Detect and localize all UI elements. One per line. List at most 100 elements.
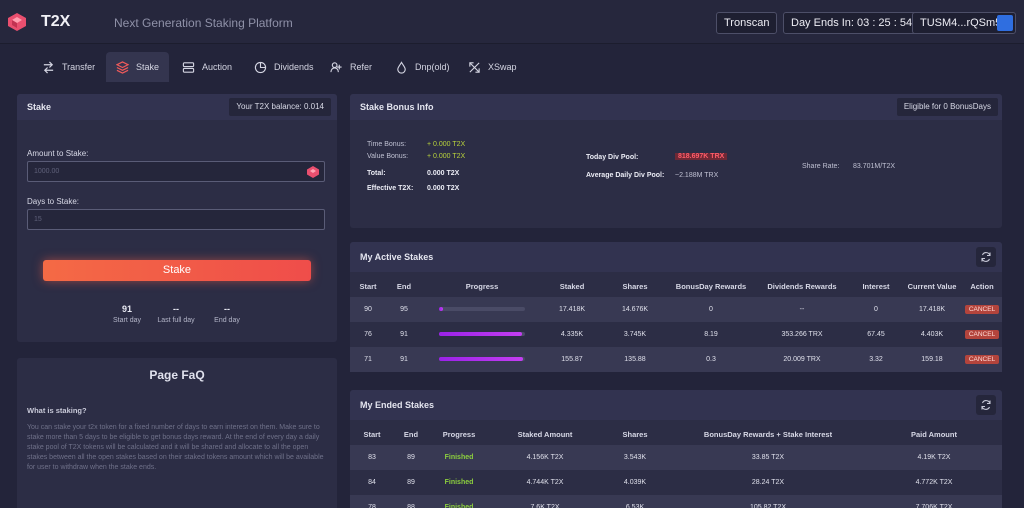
- cell-dividends: 20.009 TRX: [754, 347, 850, 372]
- days-placeholder: 15: [34, 216, 42, 223]
- days-label: Days to Stake:: [27, 197, 80, 206]
- t2x-logo-icon[interactable]: [6, 11, 28, 33]
- avg-pool-label: Average Daily Div Pool:: [586, 172, 665, 179]
- cell-end: 95: [386, 297, 422, 322]
- amount-placeholder: 1000.00: [34, 168, 60, 175]
- cell-interest: 67.45: [867, 331, 885, 338]
- cell-progress: Finished: [444, 479, 474, 486]
- col-progress: Progress: [442, 429, 476, 439]
- col-interest: Interest: [862, 281, 890, 291]
- col-action: Action: [970, 281, 994, 291]
- today-pool-label: Today Div Pool:: [586, 154, 639, 161]
- wallet-address-button[interactable]: TUSM4...rQSm5: [912, 12, 1016, 34]
- cell-dividends: 353.266 TRX: [781, 331, 823, 338]
- ended-stakes-panel: My Ended Stakes Start End Progress Stake…: [350, 390, 1002, 508]
- tab-label: Transfer: [62, 62, 96, 72]
- cell-bonus: 0: [668, 297, 754, 322]
- day-countdown: Day Ends In: 03 : 25 : 54: [783, 12, 921, 34]
- col-bonus: BonusDay Rewards: [675, 281, 747, 291]
- dividends-icon: [254, 61, 267, 73]
- cell-end: 89: [394, 445, 428, 470]
- cell-action: CANCEL: [962, 347, 1002, 372]
- bonus-info-title: Stake Bonus Info: [350, 94, 1002, 120]
- ended-stakes-table: Start End Progress Staked Amount Shares …: [350, 423, 1002, 508]
- start-day-value: 91: [121, 304, 132, 314]
- tab-label: Refer: [350, 62, 373, 72]
- tab-auction[interactable]: Auction: [172, 52, 242, 82]
- cancel-button[interactable]: CANCEL: [964, 305, 1000, 314]
- refresh-icon: [981, 252, 991, 262]
- col-dividends: Dividends Rewards: [767, 281, 837, 291]
- cell-staked: 155.87: [542, 347, 602, 372]
- amount-label: Amount to Stake:: [27, 149, 89, 158]
- cell-paid: 7.706K T2X: [866, 495, 1002, 508]
- value-bonus-label: Value Bonus:: [367, 153, 409, 160]
- tab-dnp-old[interactable]: Dnp(old): [385, 52, 460, 82]
- stake-panel: Stake Your T2X balance: 0.014 Amount to …: [17, 94, 337, 342]
- progress-bar: [439, 332, 525, 337]
- col-shares: Shares: [622, 429, 648, 439]
- refresh-active-button[interactable]: [976, 247, 996, 267]
- t2x-token-icon: [307, 166, 319, 178]
- progress-fill: [439, 307, 444, 312]
- last-full-day-stat: -- Last full day: [141, 304, 211, 324]
- refresh-icon: [981, 400, 991, 410]
- progress-bar: [439, 307, 525, 312]
- days-input[interactable]: 15: [27, 209, 325, 230]
- cell-start: 71: [350, 347, 386, 372]
- progress-fill: [439, 332, 523, 337]
- balance-badge: Your T2X balance: 0.014: [229, 98, 331, 116]
- ended-header-row: Start End Progress Staked Amount Shares …: [350, 423, 1002, 445]
- cell-progress: [422, 297, 542, 322]
- share-rate-label: Share Rate:: [802, 163, 840, 170]
- faq-panel: Page FaQ What is staking? You can stake …: [17, 358, 337, 508]
- cell-end: 91: [386, 347, 422, 372]
- nav-tabs: Transfer Stake Auction Dividends Refer D…: [0, 48, 1024, 86]
- cell-shares: 3.745K: [623, 331, 647, 338]
- tab-transfer[interactable]: Transfer: [32, 52, 105, 82]
- tab-dividends[interactable]: Dividends: [244, 52, 324, 82]
- table-row: 83 89 Finished 4.156K T2X 3.543K 33.85 T2X 4.1…: [350, 445, 1002, 470]
- eligible-badge: Eligible for 0 BonusDays: [896, 98, 998, 116]
- col-end: End: [396, 281, 412, 291]
- tab-label: Auction: [202, 62, 233, 72]
- cell-paid: 4.19K T2X: [866, 445, 1002, 470]
- cell-end: 88: [394, 495, 428, 508]
- refresh-ended-button[interactable]: [976, 395, 996, 415]
- total-value: 0.000 T2X: [427, 170, 460, 177]
- stake-button[interactable]: Stake: [43, 260, 311, 281]
- cell-rewards: 33.85 T2X: [670, 445, 866, 470]
- cell-progress: Finished: [428, 445, 490, 470]
- cell-start: 76: [364, 331, 372, 338]
- cell-shares: 3.543K: [600, 445, 670, 470]
- tab-stake[interactable]: Stake: [106, 52, 170, 82]
- avg-pool-value: ~2.188M TRX: [675, 172, 719, 179]
- cancel-button[interactable]: CANCEL: [964, 355, 1000, 364]
- cancel-button[interactable]: CANCEL: [964, 330, 1000, 339]
- tab-label: Dividends: [274, 62, 314, 72]
- cell-value: 17.418K: [902, 297, 962, 322]
- active-header-row: Start End Progress Staked Shares BonusDa…: [350, 275, 1002, 297]
- progress-bar: [439, 357, 525, 362]
- col-staked: Staked: [559, 281, 585, 291]
- col-shares: Shares: [622, 281, 648, 291]
- col-rewards: BonusDay Rewards + Stake Interest: [703, 429, 833, 439]
- cell-staked-amount: 7.6K T2X: [490, 495, 600, 508]
- cell-interest: 0: [850, 297, 902, 322]
- cell-rewards: 28.24 T2X: [751, 479, 785, 486]
- table-row: 90 95 17.418K 14.676K 0 -- 0 17.418K CANCEL: [350, 297, 1002, 322]
- amount-input[interactable]: 1000.00: [27, 161, 325, 182]
- faq-answer: You can stake your t2x token for a fixed…: [27, 424, 324, 471]
- tab-refer[interactable]: Refer: [320, 52, 382, 82]
- share-rate-value: 83.701M/T2X: [853, 163, 896, 170]
- effective-value: 0.000 T2X: [427, 185, 460, 192]
- last-full-day-value: --: [173, 304, 179, 314]
- tab-xswap[interactable]: XSwap: [458, 52, 527, 82]
- cell-progress: Finished: [428, 495, 490, 508]
- cell-shares: 6.53K: [600, 495, 670, 508]
- time-bonus-value: + 0.000 T2X: [427, 141, 466, 148]
- today-pool-value: 818.697K TRX: [675, 153, 728, 160]
- tronscan-button[interactable]: Tronscan: [716, 12, 778, 34]
- active-stakes-panel: My Active Stakes Start End Progress Stak…: [350, 242, 1002, 372]
- cell-staked: 17.418K: [542, 297, 602, 322]
